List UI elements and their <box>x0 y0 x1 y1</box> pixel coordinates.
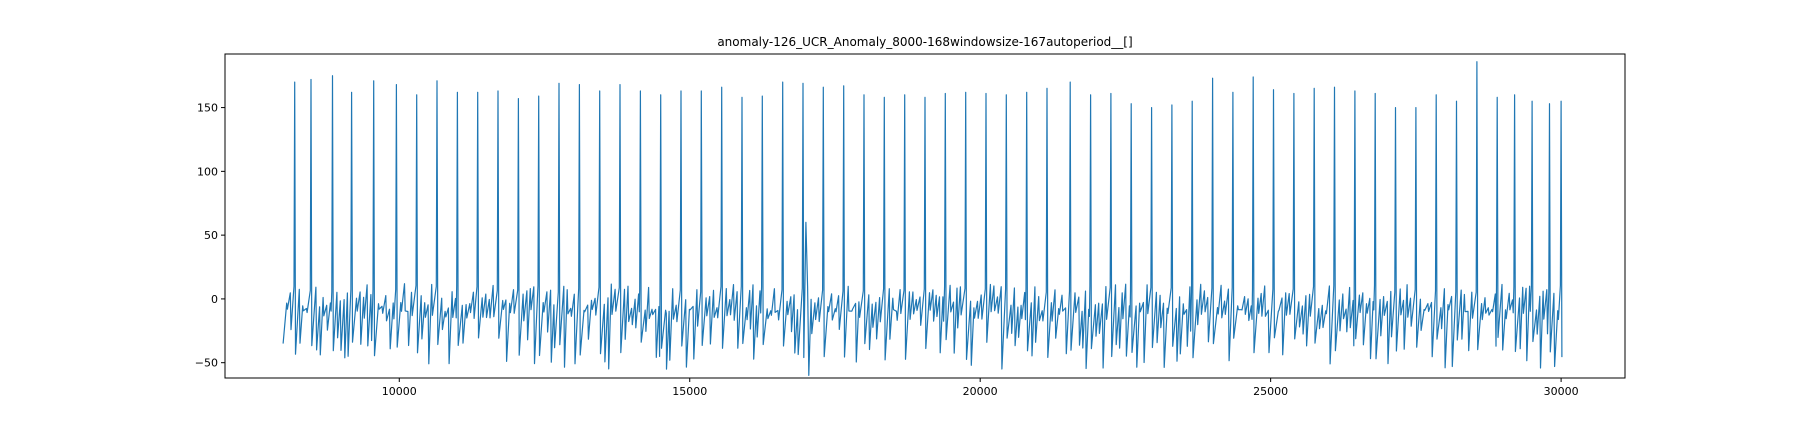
x-tick-label: 10000 <box>382 385 417 398</box>
x-tick-label: 30000 <box>1544 385 1579 398</box>
signal-series-line <box>282 61 1563 376</box>
y-tick-label: −50 <box>195 357 218 370</box>
chart-title: anomaly-126_UCR_Anomaly_8000-168windowsi… <box>717 35 1132 49</box>
y-tick-label: 50 <box>204 229 218 242</box>
plot-area <box>282 61 1563 376</box>
y-tick-label: 100 <box>197 165 218 178</box>
x-tick-label: 15000 <box>672 385 707 398</box>
y-tick-label: 0 <box>211 293 218 306</box>
x-tick-label: 20000 <box>963 385 998 398</box>
x-axis: 10000 15000 20000 25000 30000 <box>382 378 1579 398</box>
x-tick-label: 25000 <box>1253 385 1288 398</box>
y-tick-label: 150 <box>197 102 218 115</box>
y-axis: −50 0 50 100 150 <box>195 102 225 370</box>
plot-frame <box>224 53 1626 379</box>
